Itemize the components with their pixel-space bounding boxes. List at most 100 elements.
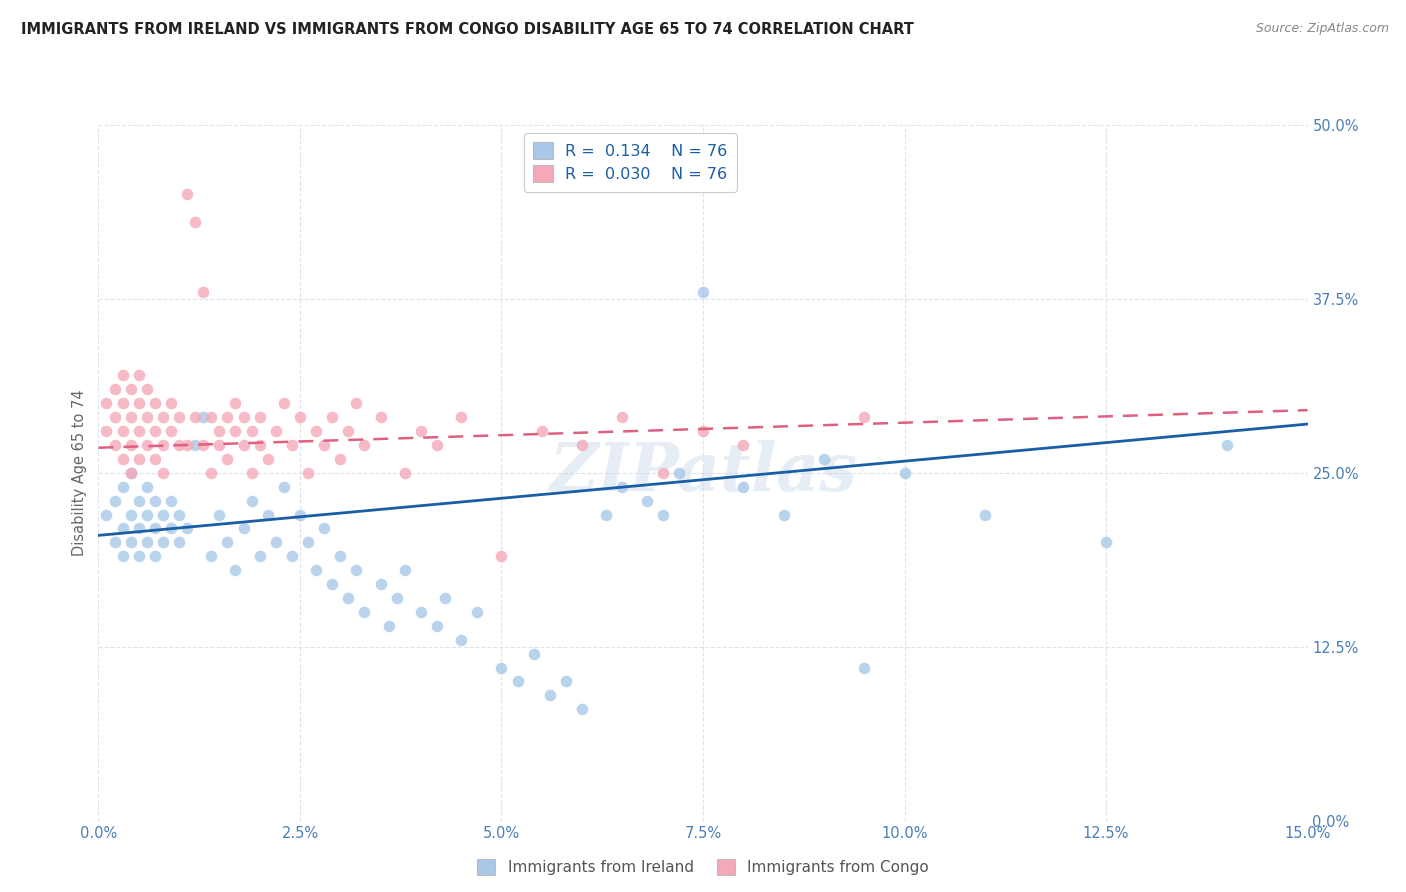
Point xyxy=(893,466,915,480)
Point xyxy=(491,660,513,674)
Point xyxy=(224,563,246,577)
Point xyxy=(813,451,835,466)
Point xyxy=(256,451,278,466)
Point xyxy=(128,521,150,535)
Point xyxy=(409,605,432,619)
Point xyxy=(249,438,271,452)
Point xyxy=(297,535,319,549)
Point xyxy=(167,508,190,522)
Point xyxy=(143,451,166,466)
Point xyxy=(120,438,142,452)
Point xyxy=(103,493,125,508)
Point xyxy=(120,382,142,396)
Point xyxy=(249,410,271,425)
Point xyxy=(200,549,222,564)
Point xyxy=(135,410,157,425)
Point xyxy=(692,285,714,299)
Point xyxy=(128,368,150,383)
Point xyxy=(256,508,278,522)
Point xyxy=(668,466,690,480)
Point xyxy=(240,493,263,508)
Point xyxy=(305,563,328,577)
Point xyxy=(96,396,118,410)
Point xyxy=(103,535,125,549)
Point xyxy=(281,549,304,564)
Point xyxy=(208,424,231,438)
Point xyxy=(135,480,157,494)
Point xyxy=(200,410,222,425)
Point xyxy=(321,410,343,425)
Point xyxy=(232,521,254,535)
Point xyxy=(370,577,392,591)
Point xyxy=(1216,438,1239,452)
Point xyxy=(571,438,593,452)
Point xyxy=(120,535,142,549)
Point xyxy=(111,396,134,410)
Point xyxy=(184,215,207,229)
Point xyxy=(297,466,319,480)
Point xyxy=(240,466,263,480)
Point xyxy=(96,424,118,438)
Point xyxy=(96,508,118,522)
Point xyxy=(1095,535,1118,549)
Point xyxy=(232,438,254,452)
Point xyxy=(264,535,287,549)
Point xyxy=(491,549,513,564)
Point xyxy=(111,521,134,535)
Point xyxy=(193,410,215,425)
Point xyxy=(184,410,207,425)
Point xyxy=(167,535,190,549)
Y-axis label: Disability Age 65 to 74: Disability Age 65 to 74 xyxy=(72,390,87,556)
Point xyxy=(506,674,529,689)
Point xyxy=(193,438,215,452)
Point xyxy=(772,508,794,522)
Point xyxy=(329,451,352,466)
Point xyxy=(184,438,207,452)
Point xyxy=(692,424,714,438)
Point xyxy=(135,382,157,396)
Point xyxy=(450,632,472,647)
Point xyxy=(394,466,416,480)
Point xyxy=(160,396,183,410)
Point xyxy=(305,424,328,438)
Point xyxy=(232,410,254,425)
Point xyxy=(465,605,488,619)
Point xyxy=(176,521,198,535)
Point xyxy=(143,396,166,410)
Point xyxy=(120,466,142,480)
Point xyxy=(595,508,617,522)
Point xyxy=(314,438,336,452)
Point xyxy=(120,508,142,522)
Point xyxy=(281,438,304,452)
Point xyxy=(160,521,183,535)
Point xyxy=(224,424,246,438)
Point xyxy=(651,466,673,480)
Point xyxy=(612,480,634,494)
Point xyxy=(120,410,142,425)
Point xyxy=(176,438,198,452)
Point xyxy=(135,438,157,452)
Point xyxy=(273,396,295,410)
Point xyxy=(337,424,360,438)
Point xyxy=(288,508,311,522)
Text: IMMIGRANTS FROM IRELAND VS IMMIGRANTS FROM CONGO DISABILITY AGE 65 TO 74 CORRELA: IMMIGRANTS FROM IRELAND VS IMMIGRANTS FR… xyxy=(21,22,914,37)
Point xyxy=(176,187,198,202)
Point xyxy=(152,508,174,522)
Point xyxy=(160,493,183,508)
Point xyxy=(353,605,375,619)
Text: ZIPatlas: ZIPatlas xyxy=(550,441,856,505)
Point xyxy=(128,493,150,508)
Point xyxy=(120,466,142,480)
Point xyxy=(128,549,150,564)
Point xyxy=(314,521,336,535)
Point xyxy=(208,508,231,522)
Point xyxy=(111,424,134,438)
Point xyxy=(217,410,239,425)
Point xyxy=(426,619,449,633)
Point xyxy=(321,577,343,591)
Point xyxy=(249,549,271,564)
Point xyxy=(538,689,561,703)
Point xyxy=(450,410,472,425)
Point xyxy=(555,674,578,689)
Point xyxy=(193,285,215,299)
